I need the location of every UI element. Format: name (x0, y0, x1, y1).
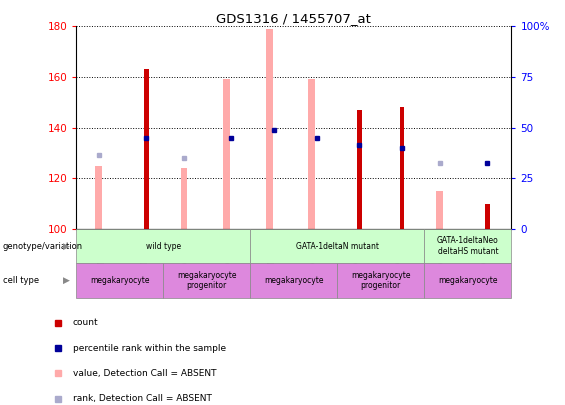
Text: GATA-1deltaN mutant: GATA-1deltaN mutant (296, 241, 379, 251)
Text: cell type: cell type (3, 276, 39, 285)
Bar (485, 203, 490, 229)
Bar (399, 107, 405, 229)
Text: percentile rank within the sample: percentile rank within the sample (72, 343, 225, 353)
Text: megakaryocyte: megakaryocyte (438, 276, 498, 285)
Text: GATA-1deltaNeo
deltaHS mutant: GATA-1deltaNeo deltaHS mutant (437, 237, 499, 256)
Text: genotype/variation: genotype/variation (3, 241, 83, 251)
Bar (357, 110, 362, 229)
Text: megakaryocyte
progenitor: megakaryocyte progenitor (177, 271, 237, 290)
Bar (180, 168, 188, 229)
Bar (76, 229, 250, 263)
Bar (76, 263, 163, 298)
Text: ▶: ▶ (63, 276, 70, 285)
Bar (424, 263, 511, 298)
Text: ▶: ▶ (63, 241, 70, 251)
Text: megakaryocyte: megakaryocyte (264, 276, 324, 285)
Bar (424, 229, 511, 263)
Bar (144, 69, 149, 229)
Text: megakaryocyte: megakaryocyte (90, 276, 150, 285)
Title: GDS1316 / 1455707_at: GDS1316 / 1455707_at (216, 12, 371, 25)
Bar (266, 29, 273, 229)
Bar (436, 191, 444, 229)
Text: rank, Detection Call = ABSENT: rank, Detection Call = ABSENT (72, 394, 211, 403)
Bar (308, 79, 315, 229)
Text: value, Detection Call = ABSENT: value, Detection Call = ABSENT (72, 369, 216, 378)
Bar (250, 229, 424, 263)
Bar (95, 166, 102, 229)
Bar (337, 263, 424, 298)
Bar (223, 79, 230, 229)
Text: megakaryocyte
progenitor: megakaryocyte progenitor (351, 271, 411, 290)
Bar (163, 263, 250, 298)
Text: wild type: wild type (146, 241, 181, 251)
Bar (250, 263, 337, 298)
Text: count: count (72, 318, 98, 327)
